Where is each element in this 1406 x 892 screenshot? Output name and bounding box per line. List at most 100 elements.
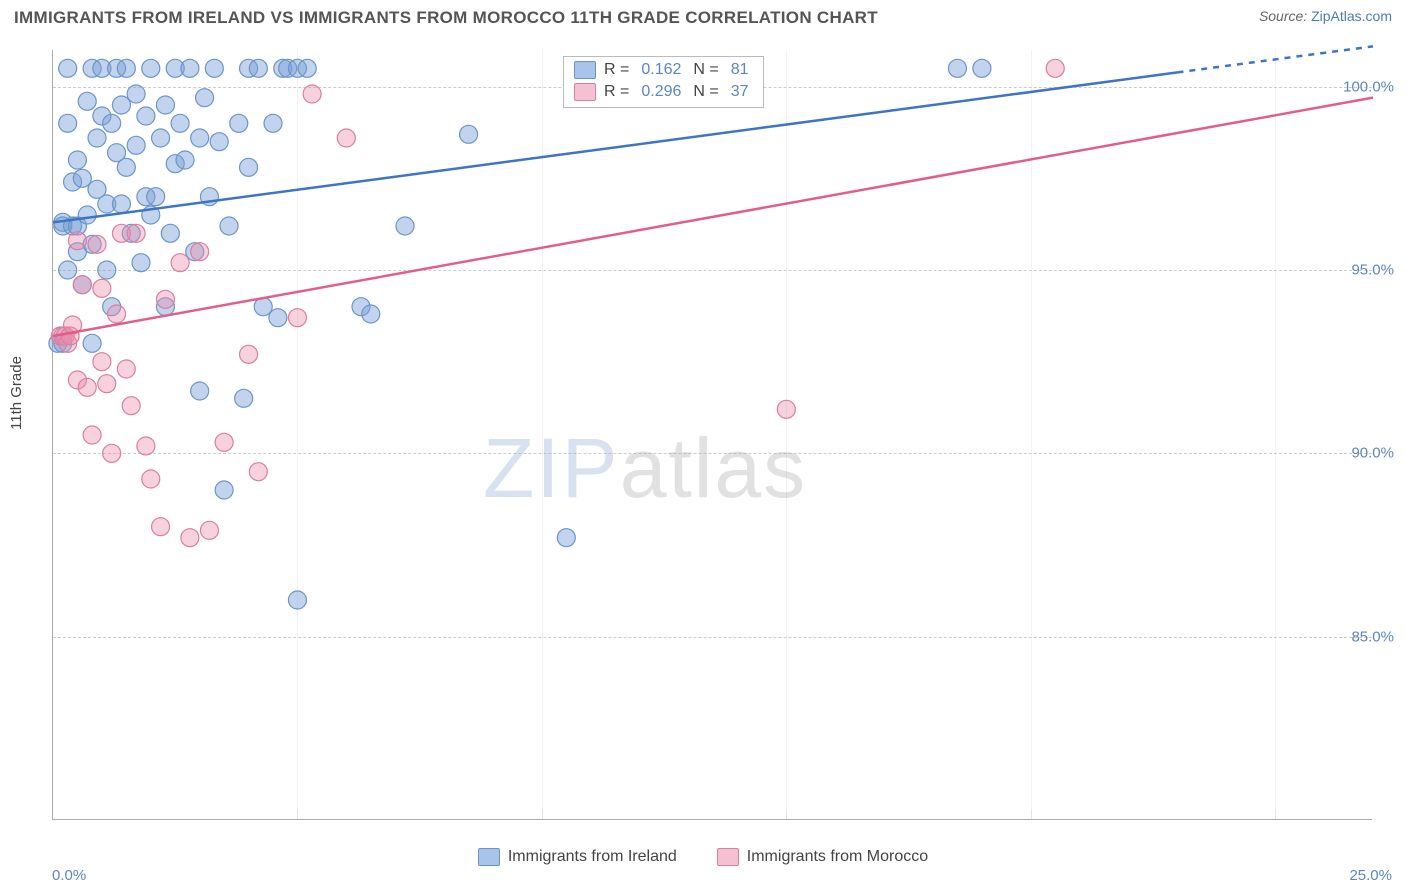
legend-item-ireland: Immigrants from Ireland <box>478 848 677 866</box>
swatch-morocco-icon <box>717 848 739 866</box>
stats-row-ireland: R = 0.162 N = 81 <box>574 59 753 81</box>
scatter-point-ireland <box>68 151 86 169</box>
legend-label-morocco: Immigrants from Morocco <box>747 848 928 866</box>
scatter-point-ireland <box>196 89 214 107</box>
scatter-point-morocco <box>191 243 209 261</box>
scatter-point-ireland <box>176 151 194 169</box>
scatter-point-morocco <box>288 309 306 327</box>
scatter-point-ireland <box>240 158 258 176</box>
scatter-point-ireland <box>191 382 209 400</box>
scatter-point-morocco <box>1046 59 1064 77</box>
scatter-point-morocco <box>93 353 111 371</box>
stats-row-morocco: R = 0.296 N = 37 <box>574 81 753 103</box>
scatter-point-ireland <box>181 59 199 77</box>
scatter-point-morocco <box>171 254 189 272</box>
scatter-point-ireland <box>249 59 267 77</box>
scatter-point-morocco <box>152 518 170 536</box>
scatter-point-ireland <box>298 59 316 77</box>
stats-box: R = 0.162 N = 81 R = 0.296 N = 37 <box>563 56 764 108</box>
scatter-point-morocco <box>200 521 218 539</box>
scatter-point-morocco <box>88 235 106 253</box>
scatter-point-ireland <box>396 217 414 235</box>
scatter-point-ireland <box>78 206 96 224</box>
stats-n-label: N = <box>693 61 718 79</box>
scatter-point-morocco <box>127 224 145 242</box>
scatter-point-ireland <box>948 59 966 77</box>
scatter-point-morocco <box>83 426 101 444</box>
scatter-point-ireland <box>78 92 96 110</box>
swatch-morocco-icon <box>574 83 596 101</box>
scatter-point-ireland <box>142 59 160 77</box>
scatter-point-morocco <box>303 85 321 103</box>
plot-area: ZIPatlas R = 0.162 N = 81 R = 0.296 N = … <box>52 50 1372 820</box>
stats-r-label: R = <box>604 83 629 101</box>
chart-title: IMMIGRANTS FROM IRELAND VS IMMIGRANTS FR… <box>14 8 878 28</box>
scatter-point-ireland <box>137 107 155 125</box>
scatter-point-ireland <box>235 389 253 407</box>
stats-n-morocco: 37 <box>731 83 749 101</box>
scatter-point-ireland <box>88 129 106 147</box>
scatter-point-morocco <box>142 470 160 488</box>
source-prefix: Source: <box>1259 8 1311 24</box>
y-tick-label: 100.0% <box>1343 78 1394 95</box>
scatter-point-ireland <box>59 59 77 77</box>
scatter-point-ireland <box>112 195 130 213</box>
stats-n-label: N = <box>693 83 718 101</box>
scatter-point-ireland <box>171 114 189 132</box>
scatter-point-ireland <box>264 114 282 132</box>
scatter-point-morocco <box>103 444 121 462</box>
stats-r-label: R = <box>604 61 629 79</box>
scatter-point-ireland <box>147 188 165 206</box>
scatter-point-morocco <box>73 276 91 294</box>
swatch-ireland-icon <box>478 848 500 866</box>
scatter-point-morocco <box>181 529 199 547</box>
scatter-point-morocco <box>156 290 174 308</box>
scatter-point-ireland <box>117 158 135 176</box>
scatter-point-ireland <box>156 96 174 114</box>
source-link[interactable]: ZipAtlas.com <box>1311 8 1392 24</box>
y-axis-title: 11th Grade <box>8 356 25 430</box>
scatter-point-ireland <box>59 114 77 132</box>
stats-r-morocco: 0.296 <box>641 83 681 101</box>
scatter-point-ireland <box>460 125 478 143</box>
scatter-point-ireland <box>103 114 121 132</box>
scatter-point-morocco <box>240 345 258 363</box>
scatter-point-ireland <box>59 261 77 279</box>
scatter-point-morocco <box>93 279 111 297</box>
y-tick-label: 95.0% <box>1351 262 1394 279</box>
regression-line-ireland-dash <box>1177 46 1373 72</box>
scatter-point-morocco <box>215 433 233 451</box>
scatter-point-morocco <box>249 463 267 481</box>
scatter-point-ireland <box>117 59 135 77</box>
scatter-point-morocco <box>777 400 795 418</box>
scatter-point-ireland <box>269 309 287 327</box>
stats-r-ireland: 0.162 <box>641 61 681 79</box>
swatch-ireland-icon <box>574 61 596 79</box>
scatter-point-ireland <box>215 481 233 499</box>
source-attribution: Source: ZipAtlas.com <box>1259 8 1392 28</box>
scatter-point-ireland <box>83 334 101 352</box>
scatter-point-ireland <box>98 261 116 279</box>
x-tick-label-right: 25.0% <box>1349 867 1392 884</box>
scatter-point-ireland <box>362 305 380 323</box>
bottom-legend: Immigrants from Ireland Immigrants from … <box>0 848 1406 866</box>
scatter-point-ireland <box>557 529 575 547</box>
scatter-point-ireland <box>973 59 991 77</box>
y-tick-label: 90.0% <box>1351 445 1394 462</box>
scatter-point-ireland <box>230 114 248 132</box>
x-tick-label-left: 0.0% <box>52 867 86 884</box>
scatter-point-ireland <box>191 129 209 147</box>
scatter-point-morocco <box>108 305 126 323</box>
legend-item-morocco: Immigrants from Morocco <box>717 848 928 866</box>
scatter-point-ireland <box>161 224 179 242</box>
scatter-point-morocco <box>78 378 96 396</box>
stats-n-ireland: 81 <box>731 61 749 79</box>
scatter-point-ireland <box>210 133 228 151</box>
header-bar: IMMIGRANTS FROM IRELAND VS IMMIGRANTS FR… <box>0 8 1406 28</box>
y-tick-label: 85.0% <box>1351 628 1394 645</box>
scatter-point-ireland <box>152 129 170 147</box>
scatter-point-ireland <box>288 591 306 609</box>
scatter-point-morocco <box>68 232 86 250</box>
scatter-point-morocco <box>122 397 140 415</box>
scatter-point-morocco <box>137 437 155 455</box>
